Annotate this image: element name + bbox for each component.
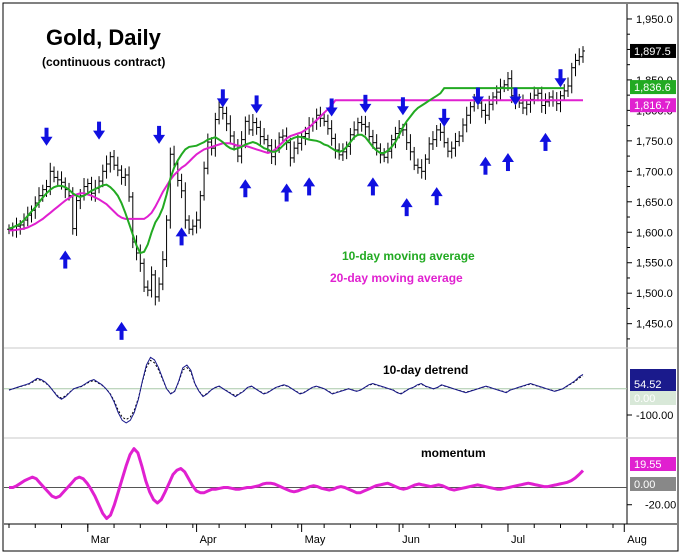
up-arrow-icon — [307, 185, 312, 196]
down-arrow-head-icon — [250, 104, 263, 114]
down-arrow-icon — [558, 69, 563, 80]
down-arrow-icon — [475, 87, 480, 98]
down-arrow-head-icon — [153, 134, 166, 144]
down-arrow-head-icon — [325, 107, 338, 117]
momentum-value-badge-bg — [630, 457, 676, 471]
detrend-value-badge: 54.52 — [634, 379, 662, 391]
down-arrow-icon — [254, 95, 259, 106]
up-arrow-head-icon — [430, 187, 443, 197]
x-tick-label: Aug — [627, 534, 647, 546]
up-arrow-icon — [179, 235, 184, 246]
down-arrow-head-icon — [471, 96, 484, 106]
x-tick-label: Jun — [402, 534, 420, 546]
down-arrow-head-icon — [438, 117, 451, 127]
up-arrow-icon — [243, 187, 248, 198]
detrend-top-badge-bg — [630, 369, 676, 377]
signal-arrows — [40, 69, 567, 340]
momentum-title: momentum — [421, 446, 486, 460]
ma10-badge: 1,836.6 — [634, 82, 671, 94]
ma10-line — [8, 87, 565, 255]
ma20-badge: 1,816.7 — [634, 100, 671, 112]
down-arrow-icon — [220, 89, 225, 100]
y-tick-label: 1,750.0 — [636, 136, 673, 148]
down-arrow-head-icon — [554, 78, 567, 88]
momentum-line — [9, 447, 585, 520]
down-arrow-head-icon — [40, 136, 53, 146]
down-arrow-icon — [363, 94, 368, 105]
detrend-zero-badge-bg — [630, 391, 676, 405]
detrend-y-tick-label: -100.00 — [636, 410, 673, 422]
x-tick-label: May — [305, 534, 326, 546]
y-tick-label: 1,550.0 — [636, 258, 673, 270]
detrend-value-badge-bg — [630, 377, 676, 391]
up-arrow-icon — [284, 191, 289, 202]
down-arrow-head-icon — [216, 98, 229, 108]
down-arrow-icon — [513, 87, 518, 98]
y-tick-label: 1,450.0 — [636, 319, 673, 331]
last-price-badge-bg — [630, 43, 676, 58]
ma20-line — [9, 99, 583, 232]
up-arrow-head-icon — [366, 177, 379, 187]
momentum-value-badge: 19.55 — [634, 459, 662, 471]
detrend-panel — [4, 356, 627, 424]
up-arrow-icon — [119, 329, 124, 340]
up-arrow-head-icon — [400, 198, 413, 208]
detrend-title: 10-day detrend — [383, 363, 468, 377]
up-arrow-icon — [434, 195, 439, 206]
momentum-zero-badge-bg — [630, 477, 676, 491]
up-arrow-head-icon — [303, 177, 316, 187]
up-arrow-head-icon — [539, 132, 552, 142]
up-arrow-icon — [505, 161, 510, 172]
chart-title: Gold, Daily — [46, 25, 162, 50]
down-arrow-head-icon — [396, 106, 409, 116]
y-tick-label: 1,650.0 — [636, 197, 673, 209]
x-tick-label: Mar — [91, 534, 110, 546]
up-arrow-icon — [404, 206, 409, 217]
down-arrow-icon — [329, 98, 334, 109]
down-arrow-icon — [157, 125, 162, 136]
up-arrow-head-icon — [239, 179, 252, 189]
y-tick-label: 1,700.0 — [636, 166, 673, 178]
up-arrow-icon — [483, 164, 488, 175]
down-arrow-head-icon — [93, 130, 106, 140]
legend-ma10: 10-day moving average — [342, 249, 475, 263]
up-arrow-icon — [370, 185, 375, 196]
x-tick-label: Apr — [200, 534, 217, 546]
last-price-badge: 1,897.5 — [634, 46, 671, 58]
up-arrow-head-icon — [501, 153, 514, 163]
x-tick-label: Jul — [511, 534, 525, 546]
up-arrow-head-icon — [280, 183, 293, 193]
y-tick-label: 1,600.0 — [636, 227, 673, 239]
up-arrow-icon — [63, 258, 68, 269]
ma20-badge-bg — [630, 98, 676, 113]
down-arrow-head-icon — [509, 96, 522, 106]
y-tick-label: 1,500.0 — [636, 288, 673, 300]
value-badges: 1,897.5 1,836.6 1,816.7 54.52 0.00 19.55 0.00 — [630, 43, 676, 491]
down-arrow-icon — [442, 108, 447, 119]
up-arrow-head-icon — [59, 250, 72, 260]
chart-subtitle: (continuous contract) — [42, 55, 165, 69]
up-arrow-head-icon — [175, 227, 188, 237]
legend-ma20: 20-day moving average — [330, 271, 463, 285]
down-arrow-head-icon — [359, 103, 372, 113]
up-arrow-head-icon — [479, 156, 492, 166]
down-arrow-icon — [97, 121, 102, 132]
momentum-y-tick-label: -20.00 — [645, 500, 676, 512]
down-arrow-icon — [44, 127, 49, 138]
y-tick-label: 1,950.0 — [636, 14, 673, 26]
detrend-line — [8, 356, 584, 424]
ma10-badge-bg — [630, 80, 676, 95]
up-arrow-head-icon — [115, 321, 128, 331]
momentum-panel — [4, 447, 627, 520]
momentum-zero-badge: 0.00 — [634, 479, 655, 491]
up-arrow-icon — [543, 140, 548, 151]
detrend-zero-badge: 0.00 — [634, 393, 655, 405]
down-arrow-icon — [400, 97, 405, 108]
